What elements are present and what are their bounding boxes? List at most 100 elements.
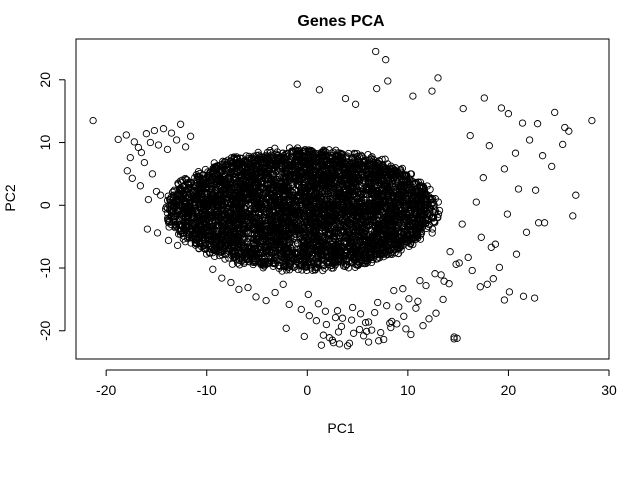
data-point xyxy=(290,198,298,206)
data-point xyxy=(350,243,359,251)
data-point xyxy=(273,157,281,166)
data-point xyxy=(177,187,185,196)
data-point xyxy=(289,251,297,259)
data-point xyxy=(266,146,274,155)
data-point xyxy=(408,185,416,194)
data-point xyxy=(403,181,411,190)
data-point xyxy=(201,211,209,220)
data-point xyxy=(278,229,286,237)
data-point xyxy=(333,190,342,198)
data-point xyxy=(307,191,315,199)
data-point xyxy=(266,245,275,254)
data-point xyxy=(353,254,361,262)
data-point xyxy=(271,227,280,235)
data-point xyxy=(304,250,312,259)
data-point xyxy=(176,217,184,225)
data-point xyxy=(316,229,324,238)
data-point xyxy=(330,171,339,179)
data-point xyxy=(258,260,266,268)
data-point xyxy=(396,183,404,192)
data-point xyxy=(353,156,362,164)
data-point xyxy=(357,198,365,207)
data-point xyxy=(292,155,300,163)
data-point xyxy=(266,238,274,246)
data-point xyxy=(431,207,440,215)
data-point xyxy=(214,218,223,226)
data-point xyxy=(250,235,258,243)
data-point xyxy=(263,226,271,234)
data-point xyxy=(325,153,333,162)
data-point xyxy=(366,245,375,253)
data-point xyxy=(320,261,328,269)
data-point xyxy=(261,232,269,240)
data-point xyxy=(308,238,317,247)
data-point xyxy=(417,221,426,230)
data-point xyxy=(332,226,340,234)
data-point xyxy=(336,222,345,230)
data-point xyxy=(317,252,325,260)
data-point xyxy=(351,163,359,171)
data-point xyxy=(288,181,296,189)
data-point xyxy=(269,206,277,214)
data-point xyxy=(315,221,323,230)
data-point xyxy=(284,235,293,243)
data-point xyxy=(403,178,412,186)
data-point xyxy=(208,173,216,181)
data-point xyxy=(306,209,315,217)
data-point xyxy=(348,233,356,242)
data-point xyxy=(203,240,212,248)
data-point xyxy=(274,217,283,225)
data-point xyxy=(281,211,290,219)
data-point xyxy=(355,181,363,189)
data-point xyxy=(428,225,437,233)
data-point xyxy=(380,168,388,177)
data-point xyxy=(404,209,413,217)
data-point xyxy=(308,158,317,167)
data-point xyxy=(240,233,248,242)
data-point xyxy=(296,185,305,193)
data-point xyxy=(255,173,263,181)
data-point xyxy=(200,230,209,238)
data-point xyxy=(385,164,393,172)
data-point xyxy=(212,236,221,244)
data-point xyxy=(236,180,244,188)
data-point xyxy=(213,210,221,219)
data-point xyxy=(299,169,307,177)
data-point xyxy=(435,206,444,215)
data-point xyxy=(300,249,308,257)
data-point xyxy=(318,251,326,259)
data-point xyxy=(349,196,358,205)
data-point xyxy=(373,255,382,263)
data-point xyxy=(240,259,248,268)
data-point xyxy=(273,183,281,191)
data-point xyxy=(270,259,278,267)
data-point xyxy=(427,201,435,209)
data-point xyxy=(198,213,207,221)
data-point xyxy=(325,184,334,192)
data-point xyxy=(226,158,235,166)
data-point xyxy=(276,262,284,271)
data-point xyxy=(287,213,295,221)
data-point xyxy=(375,244,383,252)
data-points xyxy=(89,47,596,350)
data-point xyxy=(388,226,396,235)
data-point xyxy=(218,193,226,201)
data-point xyxy=(371,219,380,227)
data-point xyxy=(374,193,382,201)
data-point xyxy=(253,202,262,210)
data-point xyxy=(184,179,192,187)
data-point xyxy=(368,189,377,197)
data-point xyxy=(256,166,264,174)
data-point xyxy=(181,238,189,246)
data-point xyxy=(209,169,217,177)
data-point xyxy=(237,217,246,226)
data-point xyxy=(301,197,310,205)
data-point xyxy=(283,150,291,158)
data-point xyxy=(346,239,355,247)
data-point xyxy=(398,164,407,173)
data-point xyxy=(213,164,222,173)
data-point xyxy=(265,164,273,172)
data-point xyxy=(164,216,173,225)
data-point xyxy=(274,153,282,162)
data-point xyxy=(318,243,326,252)
